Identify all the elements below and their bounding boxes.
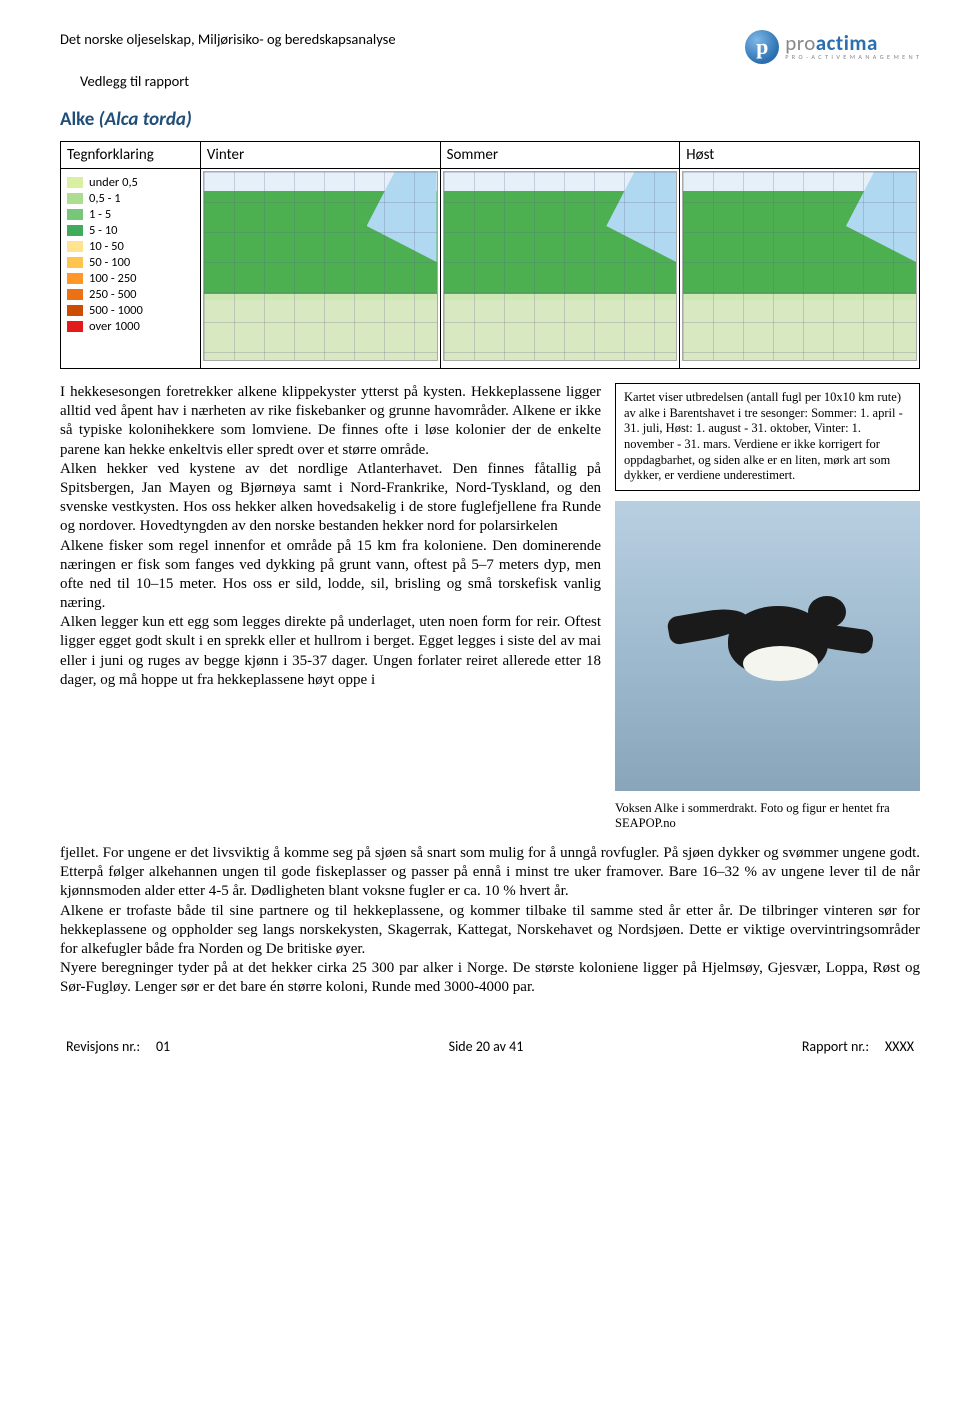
para-2: Alken hekker ved kystene av det nordlige… [60,461,601,535]
legend-label: 5 - 10 [89,223,118,238]
legend-label: 1 - 5 [89,207,111,222]
legend-label: 100 - 250 [89,271,137,286]
th-autumn: Høst [680,142,920,169]
rep-label: Rapport nr.: [802,1038,869,1055]
photo-caption: Voksen Alke i sommerdrakt. Foto og figur… [615,801,920,832]
legend-swatch [67,177,83,188]
legend-item: 5 - 10 [67,223,194,238]
legend-item: 50 - 100 [67,255,194,270]
legend-item: 500 - 1000 [67,303,194,318]
legend-label: 0,5 - 1 [89,191,121,206]
legend-item: 250 - 500 [67,287,194,302]
company-logo: p proactima P R O - A C T I V E M A N A … [745,30,920,64]
logo-badge-icon: p [745,30,779,64]
legend-swatch [67,209,83,220]
page-footer: Revisjons nr.: 01 Side 20 av 41 Rapport … [60,1038,920,1055]
legend-item: under 0,5 [67,175,194,190]
legend-item: 0,5 - 1 [67,191,194,206]
doc-subtitle: Vedlegg til rapport [80,72,920,90]
legend-label: 50 - 100 [89,255,130,270]
species-name: Alke [60,108,94,131]
cont-1: fjellet. For ungene er det livsviktig å … [60,845,920,899]
continuation-text: fjellet. For ungene er det livsviktig å … [60,844,920,998]
legend-label: over 1000 [89,319,140,334]
rev-label: Revisjons nr.: [66,1038,140,1055]
legend-swatch [67,289,83,300]
legend-label: 500 - 1000 [89,303,143,318]
species-latin: (Alca torda) [99,108,192,131]
legend-item: 10 - 50 [67,239,194,254]
legend-swatch [67,257,83,268]
legend-item: 1 - 5 [67,207,194,222]
bird-icon [668,576,868,716]
para-4: Alken legger kun ett egg som legges dire… [60,614,601,688]
legend-item: 100 - 250 [67,271,194,286]
map-winter [200,169,440,369]
legend-swatch [67,305,83,316]
para-3: Alkene fisker som regel innenfor et områ… [60,538,601,612]
th-legend: Tegnforklaring [61,142,201,169]
legend-label: 10 - 50 [89,239,124,254]
legend-cell: under 0,50,5 - 11 - 55 - 1010 - 5050 - 1… [61,169,201,369]
th-winter: Vinter [200,142,440,169]
legend-swatch [67,193,83,204]
legend-swatch [67,241,83,252]
cont-3: Nyere beregninger tyder på at det hekker… [60,960,920,995]
legend-swatch [67,321,83,332]
species-heading: Alke (Alca torda) [60,108,920,131]
page-number: Side 20 av 41 [449,1038,524,1055]
bird-photo [615,501,920,791]
legend-swatch [67,273,83,284]
th-summer: Sommer [440,142,680,169]
rep-value: XXXX [885,1038,914,1055]
map-summer [440,169,680,369]
legend-item: over 1000 [67,319,194,334]
legend-swatch [67,225,83,236]
map-table: Tegnforklaring Vinter Sommer Høst under … [60,141,920,369]
logo-subtext: P R O - A C T I V E M A N A G E M E N T [785,54,920,60]
map-autumn [680,169,920,369]
rev-value: 01 [156,1038,170,1055]
legend-label: under 0,5 [89,175,138,190]
cont-2: Alkene er trofaste både til sine partner… [60,903,920,957]
legend-label: 250 - 500 [89,287,137,302]
main-text-column: I hekkesesongen foretrekker alkene klipp… [60,383,601,832]
org-title: Det norske oljeselskap, Miljørisiko- og … [60,30,396,48]
para-1: I hekkesesongen foretrekker alkene klipp… [60,384,601,458]
map-caption-box: Kartet viser utbredelsen (antall fugl pe… [615,383,920,491]
